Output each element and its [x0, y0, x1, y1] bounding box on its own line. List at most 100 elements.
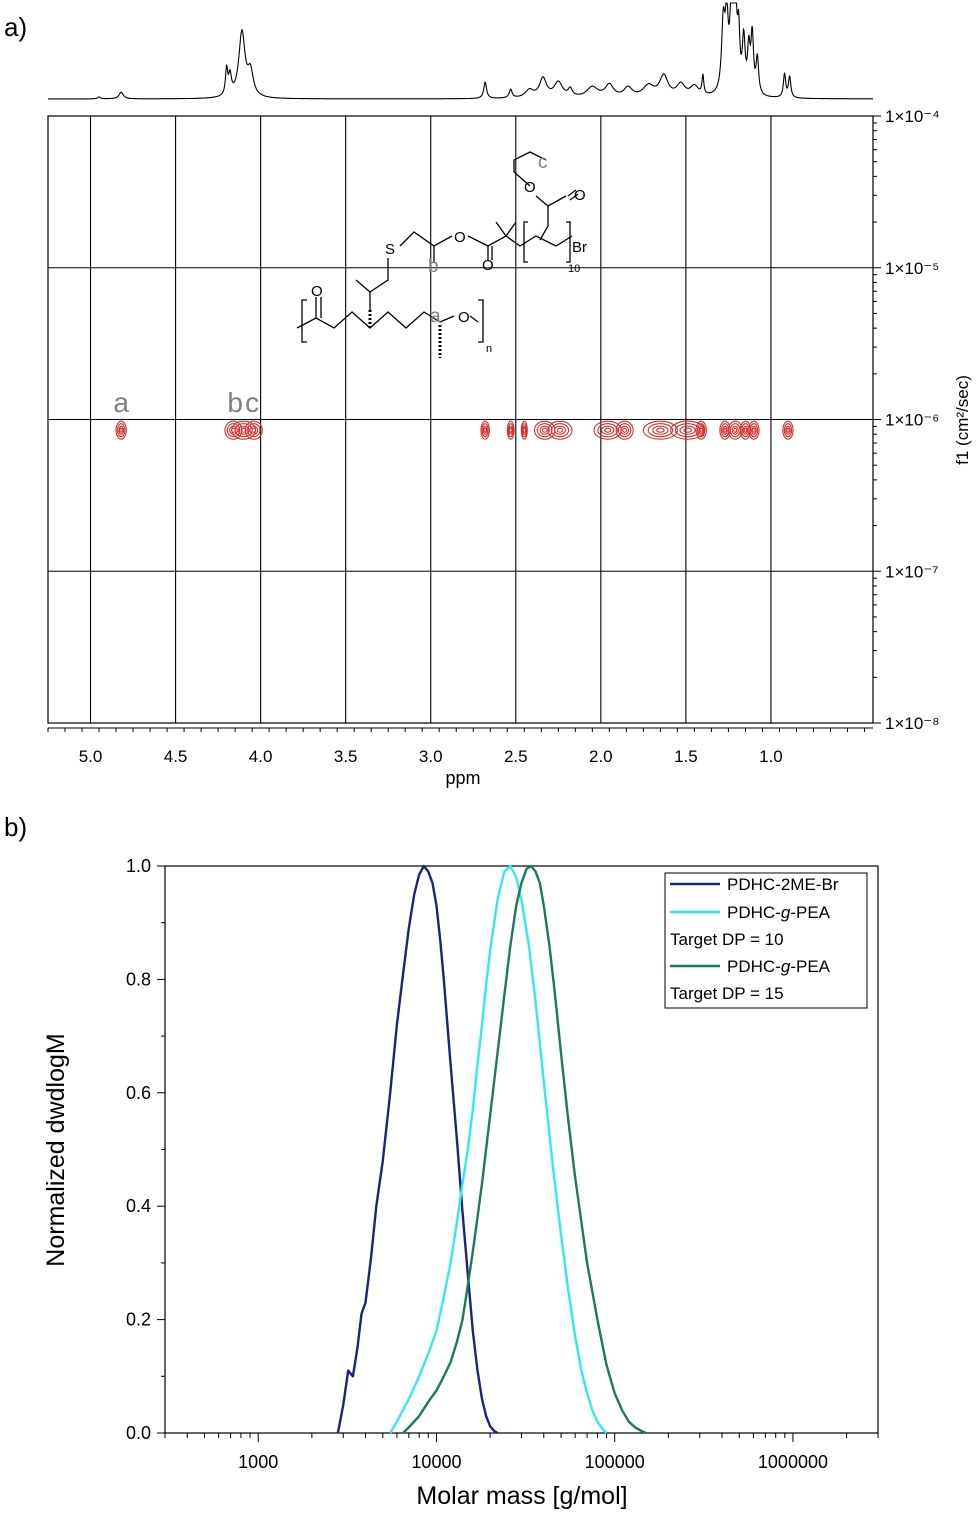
contour-peak-4 — [482, 425, 488, 435]
contour-peak-15 — [733, 427, 738, 433]
contour-peak-0 — [118, 425, 124, 435]
peak-label-c: c — [245, 387, 259, 418]
contour-peak-7 — [536, 423, 553, 438]
chemical-structure — [296, 151, 579, 358]
contour-peak-9 — [600, 425, 615, 435]
contour-peak-18 — [786, 427, 790, 433]
contour-peak-3 — [251, 427, 257, 433]
contour-peak-13 — [696, 423, 706, 438]
dosy-x-axis: 5.0 4.5 4.0 3.5 3.0 2.5 2.0 1.5 1.0 — [47, 728, 865, 766]
contour-peak-6 — [522, 427, 527, 433]
legend-note-2: Target DP = 10 — [670, 930, 784, 949]
contour-peak-7 — [539, 425, 550, 435]
x-tick-label-8: 1.0 — [759, 747, 783, 766]
contour-peak-2 — [240, 427, 247, 433]
contour-peak-17 — [749, 423, 759, 438]
atom-o-ether: O — [458, 309, 470, 326]
contour-peak-15 — [731, 425, 739, 435]
x-tick-label-1: 4.5 — [164, 747, 188, 766]
contour-peak-10 — [617, 423, 632, 438]
sec-series — [336, 864, 647, 1435]
peak-labels: a b c — [113, 387, 259, 418]
contour-peak-11 — [642, 420, 678, 440]
contour-peak-10 — [622, 427, 628, 433]
contour-peak-3 — [244, 420, 263, 440]
contour-peak-5 — [508, 427, 513, 433]
y-tick-label-3: 1×10⁻⁷ — [885, 562, 938, 581]
x-tick-label-7: 1.5 — [674, 747, 698, 766]
x-tick-label-6: 2.0 — [589, 747, 613, 766]
sec-x-tick-label-2: 100000 — [585, 1452, 645, 1472]
contour-peak-11 — [656, 427, 665, 433]
contour-peak-11 — [652, 425, 669, 435]
sec-x-tick-label-1: 10000 — [411, 1452, 461, 1472]
y-tick-label-1: 1×10⁻⁵ — [885, 259, 939, 278]
contour-peak-17 — [748, 420, 760, 440]
contour-peak-13 — [695, 420, 707, 440]
sec-y-tick-label-0: 0.0 — [126, 1423, 151, 1443]
dosy-contours — [115, 420, 794, 440]
legend-entry-1: PDHC-2ME-Br — [727, 875, 839, 894]
contour-peak-6 — [520, 420, 528, 440]
sec-x-tick-label-3: 1000000 — [758, 1452, 828, 1472]
structure-text: O O n S O O Br 10 O O c b a — [311, 152, 587, 355]
projection-spectrum — [48, 2, 873, 100]
contour-peak-17 — [752, 427, 756, 433]
contour-peak-14 — [722, 425, 728, 435]
repeat-10: 10 — [568, 263, 580, 275]
dosy-x-axis-title: ppm — [445, 768, 480, 788]
struct-label-c: c — [538, 152, 548, 173]
struct-label-b: b — [428, 256, 439, 277]
contour-peak-13 — [699, 427, 703, 433]
contour-peak-5 — [507, 423, 514, 438]
contour-peak-18 — [785, 425, 791, 435]
y-tick-label-2: 1×10⁻⁶ — [885, 411, 939, 430]
contour-peak-17 — [751, 425, 757, 435]
sec-series-line-1 — [389, 864, 608, 1434]
contour-peak-16 — [743, 427, 748, 433]
contour-peak-1 — [226, 423, 241, 438]
contour-peak-18 — [782, 420, 794, 440]
contour-peak-11 — [647, 423, 674, 438]
contour-peak-0 — [119, 427, 123, 433]
atom-s: S — [385, 241, 395, 258]
x-tick-label-2: 4.0 — [249, 747, 273, 766]
contour-peak-8 — [550, 423, 570, 438]
sec-series-line-0 — [336, 864, 499, 1435]
sec-y-tick-label-5: 1.0 — [126, 856, 151, 876]
contour-peak-16 — [742, 425, 749, 435]
sec-legend: PDHC-2ME-Br PDHC-g-PEA Target DP = 10 PD… — [664, 872, 868, 1009]
x-tick-label-0: 5.0 — [79, 747, 103, 766]
sec-y-tick-label-1: 0.2 — [126, 1310, 151, 1330]
atom-o-side: O — [524, 179, 536, 196]
legend-entry-2: PDHC-g-PEA — [727, 903, 831, 922]
sec-y-tick-label-4: 0.8 — [126, 969, 151, 989]
contour-peak-14 — [723, 427, 727, 433]
dosy-plot-frame — [47, 115, 874, 729]
x-tick-label-5: 2.5 — [504, 747, 528, 766]
sec-x-tick-label-0: 1000 — [238, 1452, 278, 1472]
y-tick-label-0: 1×10⁻⁴ — [885, 107, 940, 126]
contour-peak-3 — [249, 425, 259, 435]
contour-peak-9 — [597, 423, 618, 438]
x-tick-label-3: 3.5 — [334, 747, 358, 766]
sec-y-tick-label-3: 0.6 — [126, 1083, 151, 1103]
contour-peak-13 — [698, 425, 705, 435]
contour-peak-3 — [247, 423, 261, 438]
legend-entry-3: PDHC-g-PEA — [727, 957, 831, 976]
contour-peak-4 — [483, 427, 487, 433]
sec-y-tick-label-2: 0.4 — [126, 1196, 151, 1216]
contour-peak-7 — [541, 427, 548, 433]
sec-y-axis-title: Normalized dwdlogM — [42, 1033, 70, 1266]
contour-peak-5 — [506, 420, 515, 440]
contour-peak-8 — [554, 425, 566, 435]
contour-peak-6 — [521, 423, 527, 438]
contour-peak-12 — [679, 425, 696, 435]
contour-peak-0 — [116, 423, 126, 438]
y-tick-label-4: 1×10⁻⁸ — [885, 714, 939, 733]
contour-peak-9 — [604, 427, 612, 433]
peak-label-a: a — [113, 387, 129, 418]
atom-o-ester: O — [454, 229, 466, 246]
atom-o-side-carbonyl: O — [574, 187, 586, 204]
